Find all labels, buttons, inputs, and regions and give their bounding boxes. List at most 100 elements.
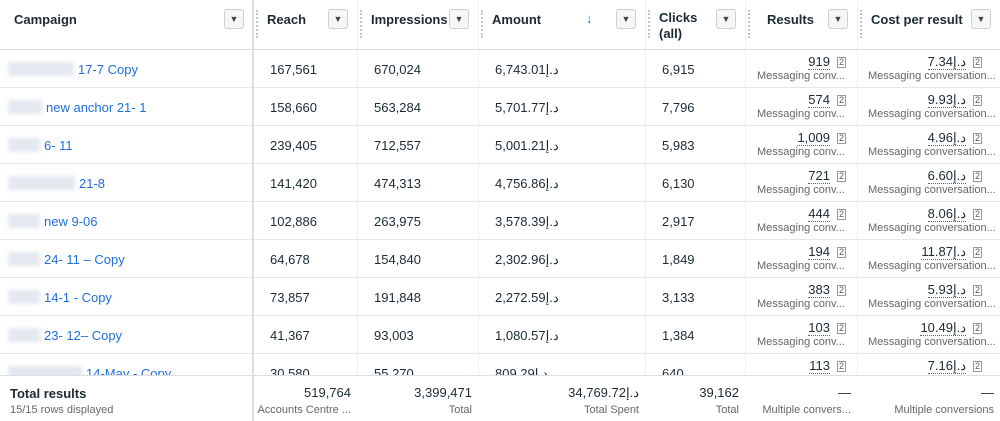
cell-separator [357, 354, 358, 375]
column-menu-button[interactable]: ▼ [224, 9, 244, 29]
column-divider [256, 10, 259, 38]
result-value: 574 [808, 92, 830, 108]
column-menu-button[interactable]: ▼ [971, 9, 991, 29]
cell-separator [645, 316, 646, 353]
column-separator [645, 0, 646, 49]
cell-separator [357, 164, 358, 201]
column-separator [857, 0, 858, 49]
metric-value: 73,857 [270, 290, 310, 305]
campaign-name[interactable]: 14-May - Copy [86, 366, 172, 375]
total-value: — [838, 385, 851, 400]
metric-value: 167,561 [270, 62, 317, 77]
metric-value: 474,313 [374, 176, 421, 191]
metric-value: 5,701.77د.إ [495, 100, 559, 115]
cell-separator [478, 278, 479, 315]
cell-separator [745, 88, 746, 125]
result-type: Messaging conv... [757, 146, 845, 158]
cost-badge: 2 [973, 133, 983, 144]
column-menu-button[interactable]: ▼ [828, 9, 848, 29]
metric-value: 239,405 [270, 138, 317, 153]
cell-separator [478, 240, 479, 277]
campaign-name[interactable]: new anchor 21- 1 [46, 100, 147, 115]
result-number: 919 [808, 54, 830, 70]
sort-indicator: ↓ [586, 11, 593, 26]
column-divider [481, 10, 484, 38]
campaign-name[interactable]: 21-8 [79, 176, 106, 191]
result-type: Messaging conv... [757, 222, 845, 234]
table-header: Campaign ▼ Reach ▼ Impressions ▼ Amount ▼ Clicks… [0, 0, 1000, 50]
cost-badge: 2 [973, 323, 983, 334]
metric-value: 3,578.39د.إ [495, 214, 559, 229]
column-divider [860, 10, 863, 38]
total-caption: Total Spent [583, 404, 639, 416]
metric-value: 5,001.21د.إ [495, 138, 559, 153]
metric-value: 41,367 [270, 328, 310, 343]
redacted-text [8, 176, 75, 190]
metric-value: 102,886 [270, 214, 317, 229]
result-type: Messaging conv... [757, 70, 845, 82]
metric-value: 6,130 [662, 176, 695, 191]
redacted-text [8, 214, 40, 228]
cell-separator [857, 316, 858, 353]
total-caption: Accounts Centre ... [257, 404, 351, 416]
cell-separator [645, 126, 646, 163]
campaign-name[interactable]: 14-1 - Copy [44, 290, 112, 305]
result-badge: 2 [837, 247, 847, 258]
result-value: 383 [808, 282, 830, 298]
cell-separator [645, 164, 646, 201]
result-badge: 2 [837, 323, 847, 334]
cell-separator [857, 126, 858, 163]
cell-separator [478, 164, 479, 201]
column-separator [478, 0, 479, 49]
column-menu-button[interactable]: ▼ [328, 9, 348, 29]
metric-value: 670,024 [374, 62, 421, 77]
cell-separator [745, 164, 746, 201]
column-header[interactable]: Results [767, 12, 814, 27]
cost-type: Messaging conversation... [868, 108, 996, 120]
cell-separator [478, 202, 479, 239]
rows-displayed: 15/15 rows displayed [10, 404, 114, 416]
result-badge: 2 [837, 285, 847, 296]
cost-badge: 2 [973, 285, 983, 296]
total-caption: Total [448, 404, 472, 416]
cell-separator [857, 240, 858, 277]
cost-number: د.إ10.49 [920, 320, 966, 336]
column-header[interactable]: Reach [267, 12, 307, 27]
column-header[interactable]: Impressions [371, 12, 448, 27]
column-header[interactable]: Amount [492, 12, 542, 27]
column-menu-button[interactable]: ▼ [616, 9, 636, 29]
column-separator [745, 0, 746, 49]
table-row: 21-8 141,420 474,313 4,756.86د.إ 6,130 721 2 Me… [0, 164, 1000, 202]
campaign-name[interactable]: 24- 11 – Copy [44, 252, 125, 267]
cost-value: د.إ8.06 [927, 206, 966, 222]
metric-value: 809.29د.إ [495, 366, 548, 375]
frozen-divider [252, 0, 254, 421]
total-value: — [981, 385, 994, 400]
cost-type: Messaging conversation... [868, 222, 996, 234]
cell-separator [745, 316, 746, 353]
column-menu-button[interactable]: ▼ [716, 9, 736, 29]
totals-row: Total results 15/15 rows displayed 519,764… [0, 375, 1000, 421]
cost-number: د.إ7.16 [927, 358, 966, 374]
metric-value: 1,080.57د.إ [495, 328, 559, 343]
cell-separator [478, 50, 479, 87]
result-badge: 2 [837, 57, 847, 68]
campaign-name[interactable]: 17-7 Copy [78, 62, 138, 77]
column-menu-button[interactable]: ▼ [449, 9, 469, 29]
total-value: 39,162 [699, 385, 739, 400]
campaign-name[interactable]: 23- 12– Copy [44, 328, 123, 343]
campaign-name[interactable]: 6- 11 [44, 138, 73, 153]
cost-type: Messaging conversation... [868, 184, 996, 196]
campaign-name[interactable]: new 9-06 [44, 214, 98, 229]
cost-number: د.إ4.96 [927, 130, 966, 146]
column-header[interactable]: Campaign [14, 12, 77, 27]
column-header[interactable]: Cost per result [871, 12, 963, 27]
cost-number: د.إ6.60 [927, 168, 966, 184]
metric-value: 6,743.01د.إ [495, 62, 559, 77]
column-header[interactable]: Clicks (all) [659, 10, 698, 41]
cell-separator [357, 240, 358, 277]
total-caption: Multiple conversions [894, 404, 994, 416]
cost-value: د.إ10.49 [920, 320, 966, 336]
cell-separator [745, 202, 746, 239]
